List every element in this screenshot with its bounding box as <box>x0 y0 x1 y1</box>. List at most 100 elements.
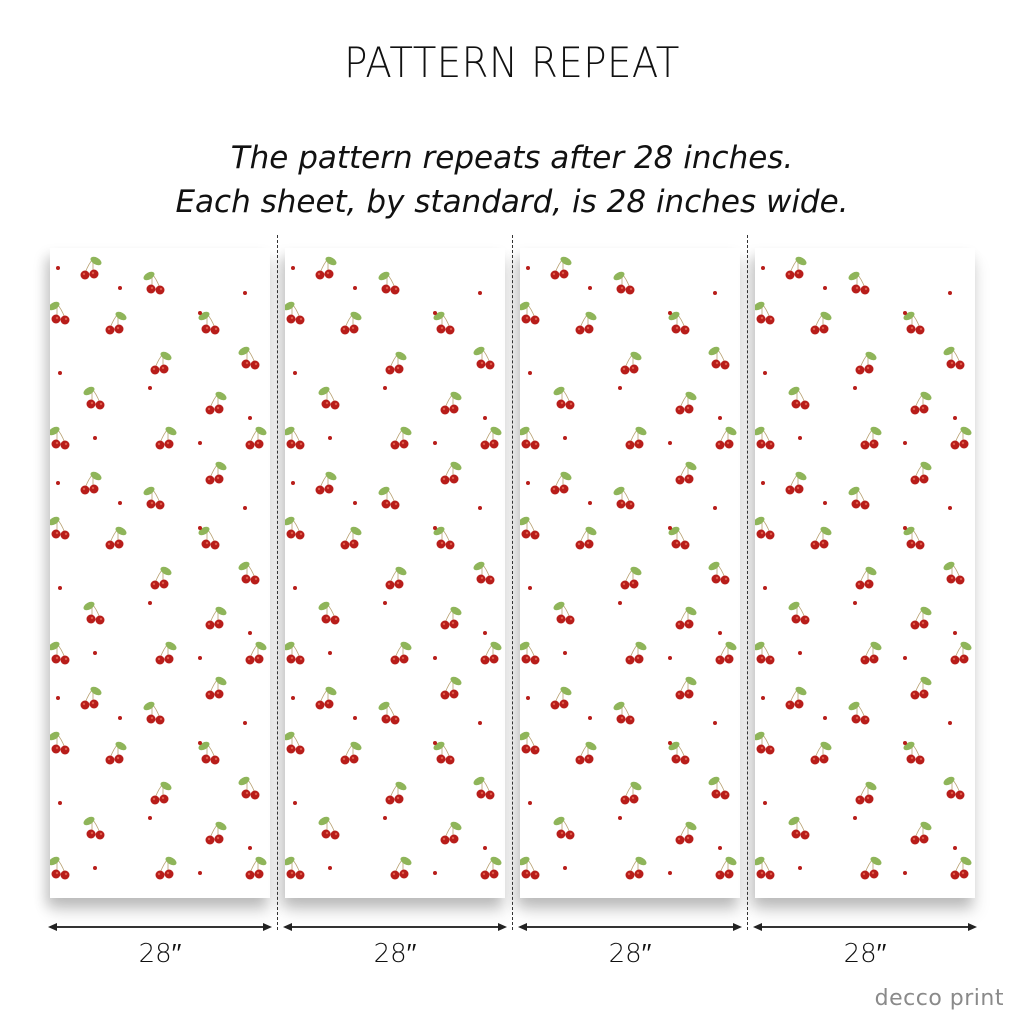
cherry-icon <box>473 776 495 800</box>
cherry-icon <box>378 701 400 725</box>
cherry-dot <box>761 696 765 700</box>
cherry-dot <box>948 291 952 295</box>
cherry-dot <box>903 656 907 660</box>
cherry-icon <box>50 301 70 325</box>
cherry-dot <box>588 501 592 505</box>
cherry-dot <box>853 601 857 605</box>
cherry-icon <box>755 641 775 665</box>
cherry-icon <box>785 471 807 495</box>
cherry-icon <box>390 641 412 665</box>
cherry-dot <box>148 601 152 605</box>
cherry-dot <box>953 846 957 850</box>
cherry-dot <box>618 816 622 820</box>
cherry-icon <box>575 311 597 335</box>
cherry-dot <box>291 696 295 700</box>
cherry-dot <box>433 526 437 530</box>
cherry-dot <box>291 266 295 270</box>
cherry-dot <box>588 286 592 290</box>
cherry-dot <box>478 721 482 725</box>
cherry-icon <box>950 641 972 665</box>
cherry-icon <box>788 386 810 410</box>
cherry-pattern <box>50 256 267 880</box>
cherry-dot <box>248 416 252 420</box>
cherry-icon <box>625 426 647 450</box>
cherry-dot <box>293 371 297 375</box>
cherry-dot <box>526 696 530 700</box>
cherry-dot <box>243 291 247 295</box>
cherry-dot <box>618 601 622 605</box>
cherry-pattern <box>755 256 972 880</box>
cherry-icon <box>620 351 642 375</box>
cherry-icon <box>440 676 462 700</box>
cherry-icon <box>810 311 832 335</box>
cherry-icon <box>950 856 972 880</box>
cherry-dot <box>668 441 672 445</box>
cherry-dot <box>198 871 202 875</box>
cherry-icon <box>143 486 165 510</box>
cherry-dot <box>93 651 97 655</box>
cherry-icon <box>50 641 70 665</box>
cherry-dot <box>618 386 622 390</box>
cherry-dot <box>798 651 802 655</box>
cherry-icon <box>480 426 502 450</box>
cherry-icon <box>238 346 260 370</box>
cherry-dot <box>353 286 357 290</box>
cherry-icon <box>80 686 102 710</box>
cherry-dot <box>713 291 717 295</box>
cherry-icon <box>105 741 127 765</box>
cherry-icon <box>285 301 305 325</box>
width-arrow <box>48 923 272 931</box>
cherry-pattern <box>520 256 737 880</box>
cherry-icon <box>810 741 832 765</box>
cherry-dot <box>853 386 857 390</box>
cherry-dot <box>483 846 487 850</box>
cherry-dot <box>198 441 202 445</box>
sheet-width-label: 28′′ <box>373 939 417 969</box>
cherry-icon <box>285 426 305 450</box>
cherry-icon <box>860 426 882 450</box>
cherry-icon <box>708 561 730 585</box>
cherry-icon <box>855 566 877 590</box>
cherry-icon <box>520 301 540 325</box>
cherry-icon <box>340 526 362 550</box>
cherry-icon <box>315 256 337 280</box>
cherry-dot <box>198 741 202 745</box>
cherry-icon <box>340 311 362 335</box>
cherry-icon <box>143 271 165 295</box>
cherry-dot <box>58 801 62 805</box>
cherry-icon <box>205 676 227 700</box>
cherry-icon <box>520 516 540 540</box>
cherry-dot <box>668 741 672 745</box>
cherry-icon <box>245 856 267 880</box>
cherry-icon <box>155 426 177 450</box>
cherry-dot <box>668 871 672 875</box>
cherry-icon <box>755 856 775 880</box>
cherry-icon <box>315 686 337 710</box>
cherry-dot <box>526 266 530 270</box>
seam-divider <box>512 235 513 930</box>
cherry-icon <box>80 471 102 495</box>
cherry-icon <box>285 516 305 540</box>
cherry-dot <box>903 311 907 315</box>
cherry-dot <box>433 871 437 875</box>
cherry-dot <box>563 651 567 655</box>
brand-logo: decco print <box>874 986 1004 1011</box>
cherry-dot <box>823 716 827 720</box>
cherry-icon <box>50 731 70 755</box>
cherry-dot <box>118 501 122 505</box>
cherry-icon <box>150 351 172 375</box>
cherry-icon <box>553 816 575 840</box>
cherry-icon <box>668 741 690 765</box>
cherry-icon <box>675 461 697 485</box>
cherry-dot <box>56 481 60 485</box>
cherry-icon <box>785 256 807 280</box>
cherry-icon <box>855 781 877 805</box>
cherry-icon <box>910 461 932 485</box>
seam-divider <box>277 235 278 930</box>
cherry-dot <box>328 866 332 870</box>
wallpaper-sheet-2 <box>285 248 505 898</box>
cherry-dot <box>718 846 722 850</box>
cherry-icon <box>755 301 775 325</box>
cherry-dot <box>528 586 532 590</box>
cherry-icon <box>613 271 635 295</box>
